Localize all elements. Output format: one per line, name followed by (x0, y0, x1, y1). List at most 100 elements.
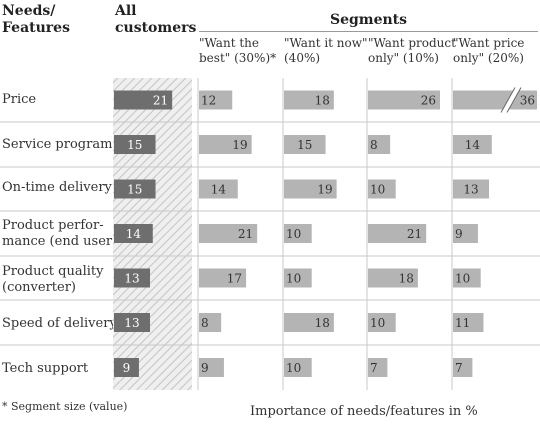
bar-want-product-only-10-service-programs (368, 135, 391, 154)
value-label-all-customers-product-quality-converter: 13 (124, 272, 139, 286)
bar-all-customers-speed-of-delivery (114, 313, 151, 332)
footnote: * Segment size (value) (2, 400, 128, 413)
value-label-want-price-only-20-price: 36 (520, 94, 535, 108)
bar-want-it-now-40-speed-of-delivery (284, 313, 334, 332)
bar-want-the-best-30-product-quality-converter (199, 268, 247, 288)
row-label-line: Product quality (2, 264, 104, 279)
bar-all-customers-product-quality-converter (114, 268, 151, 288)
bar-want-the-best-30-on-time-delivery (199, 179, 238, 199)
needs-header-line-1: Needs/ (2, 3, 56, 19)
bar-want-product-only-10-speed-of-delivery (368, 313, 396, 332)
value-label-all-customers-on-time-delivery: 15 (127, 183, 142, 197)
row-label-on-time-delivery: On-time delivery (2, 180, 112, 196)
segment-header-want-product: "Want product only" (10%) (368, 36, 456, 66)
row-label-line: Product perfor- (2, 218, 104, 233)
segment-header-line-2: best" (30%)* (199, 51, 277, 65)
segment-header-want-price: "Want price only" (20%) (453, 36, 524, 66)
all-customers-line-1: All (115, 3, 137, 19)
value-label-want-price-only-20-service-programs: 14 (465, 138, 481, 152)
bar-want-price-only-20-on-time-delivery (453, 179, 490, 199)
row-label-line: (converter) (2, 280, 77, 295)
value-label-want-it-now-40-product-quality-converter: 10 (286, 272, 301, 286)
value-label-want-the-best-30-price: 12 (201, 94, 216, 108)
segments-underline (199, 31, 538, 32)
segment-header-want-best: "Want the best" (30%)* (199, 36, 276, 66)
bar-want-product-only-10-on-time-delivery (368, 179, 396, 199)
bar-want-the-best-30-speed-of-delivery (199, 313, 222, 332)
bar-want-it-now-40-tech-support (284, 358, 312, 377)
segment-header-line-2: only" (20%) (453, 51, 524, 65)
all-customers-header: All customers (115, 3, 196, 37)
segment-header-line-1: "Want the (199, 36, 259, 50)
value-label-want-it-now-40-tech-support: 10 (286, 361, 301, 375)
needs-features-header: Needs/ Features (2, 3, 70, 37)
value-label-want-product-only-10-speed-of-delivery: 10 (370, 316, 385, 330)
value-label-want-it-now-40-price: 18 (315, 94, 330, 108)
bar-all-customers-on-time-delivery (114, 179, 156, 199)
row-label-line: Speed of delivery (2, 316, 117, 331)
bar-want-the-best-30-product-performance-end-user (199, 224, 258, 243)
bar-want-price-only-20-product-quality-converter (453, 268, 481, 288)
bar-want-price-only-20-tech-support (453, 358, 473, 377)
segment-header-line-1: "Want product (368, 36, 456, 50)
value-label-want-it-now-40-speed-of-delivery: 18 (315, 316, 330, 330)
value-label-all-customers-product-performance-end-user: 14 (126, 227, 142, 241)
value-label-want-the-best-30-service-programs: 19 (232, 138, 247, 152)
bar-want-the-best-30-tech-support (199, 358, 224, 377)
bar-want-price-only-20-product-performance-end-user (453, 224, 478, 243)
bar-want-it-now-40-product-performance-end-user (284, 224, 312, 243)
row-label-service-programs: Service programs (2, 137, 119, 153)
value-label-want-the-best-30-product-quality-converter: 17 (227, 272, 242, 286)
bar-all-customers-product-performance-end-user (114, 224, 153, 243)
row-label-line: mance (end user) (2, 234, 118, 249)
bar-want-product-only-10-product-performance-end-user (368, 224, 427, 243)
all-customers-line-2: customers (115, 20, 197, 36)
bar-want-the-best-30-service-programs (199, 135, 252, 154)
row-label-line: On-time delivery (2, 180, 112, 195)
bar-want-price-only-20-service-programs (453, 135, 492, 154)
bar-all-customers-service-programs (114, 135, 156, 154)
value-label-want-product-only-10-service-programs: 8 (370, 138, 378, 152)
value-label-want-price-only-20-on-time-delivery: 13 (463, 183, 478, 197)
bar-want-product-only-10-product-quality-converter (368, 268, 418, 288)
bar-want-price-only-20-speed-of-delivery (453, 313, 484, 332)
bar-want-it-now-40-product-quality-converter (284, 268, 312, 288)
row-label-line: Price (2, 92, 37, 107)
segment-header-want-now: "Want it now" (40%) (284, 36, 368, 66)
value-label-want-product-only-10-product-quality-converter: 18 (399, 272, 414, 286)
segment-header-line-2: only" (10%) (368, 51, 439, 65)
row-label-price: Price (2, 92, 36, 108)
value-label-want-product-only-10-product-performance-end-user: 21 (407, 227, 422, 241)
value-label-want-price-only-20-speed-of-delivery: 11 (455, 316, 470, 330)
axis-break-line (500, 87, 516, 113)
value-label-want-the-best-30-on-time-delivery: 14 (211, 183, 227, 197)
value-label-want-it-now-40-product-performance-end-user: 10 (286, 227, 301, 241)
bar-want-product-only-10-price (368, 90, 441, 110)
value-label-all-customers-service-programs: 15 (127, 138, 142, 152)
x-axis-label: Importance of needs/features in % (250, 404, 478, 419)
value-label-want-price-only-20-product-quality-converter: 10 (455, 272, 470, 286)
bar-want-product-only-10-tech-support (368, 358, 388, 377)
bar-want-it-now-40-on-time-delivery (284, 179, 337, 199)
value-label-want-the-best-30-speed-of-delivery: 8 (201, 316, 209, 330)
value-label-all-customers-price: 21 (153, 94, 168, 108)
segment-header-line-1: "Want price (453, 36, 525, 50)
value-label-want-it-now-40-on-time-delivery: 19 (317, 183, 332, 197)
value-label-want-the-best-30-tech-support: 9 (201, 361, 209, 375)
value-label-all-customers-speed-of-delivery: 13 (124, 316, 139, 330)
row-label-speed-of-delivery: Speed of delivery (2, 316, 117, 332)
value-label-want-product-only-10-price: 26 (421, 94, 436, 108)
value-label-want-product-only-10-tech-support: 7 (370, 361, 378, 375)
row-label-product-quality: Product quality (converter) (2, 264, 103, 296)
segments-title: Segments (329, 12, 408, 28)
value-label-want-price-only-20-tech-support: 7 (455, 361, 463, 375)
row-label-product-performance: Product perfor- mance (end user) (2, 218, 117, 250)
segment-header-line-1: "Want it now" (284, 36, 368, 50)
value-label-all-customers-tech-support: 9 (123, 361, 131, 375)
needs-header-line-2: Features (2, 20, 70, 36)
value-label-want-the-best-30-product-performance-end-user: 21 (238, 227, 253, 241)
row-label-tech-support: Tech support (2, 361, 88, 377)
segment-header-line-2: (40%) (284, 51, 321, 65)
value-label-want-it-now-40-service-programs: 15 (297, 138, 312, 152)
